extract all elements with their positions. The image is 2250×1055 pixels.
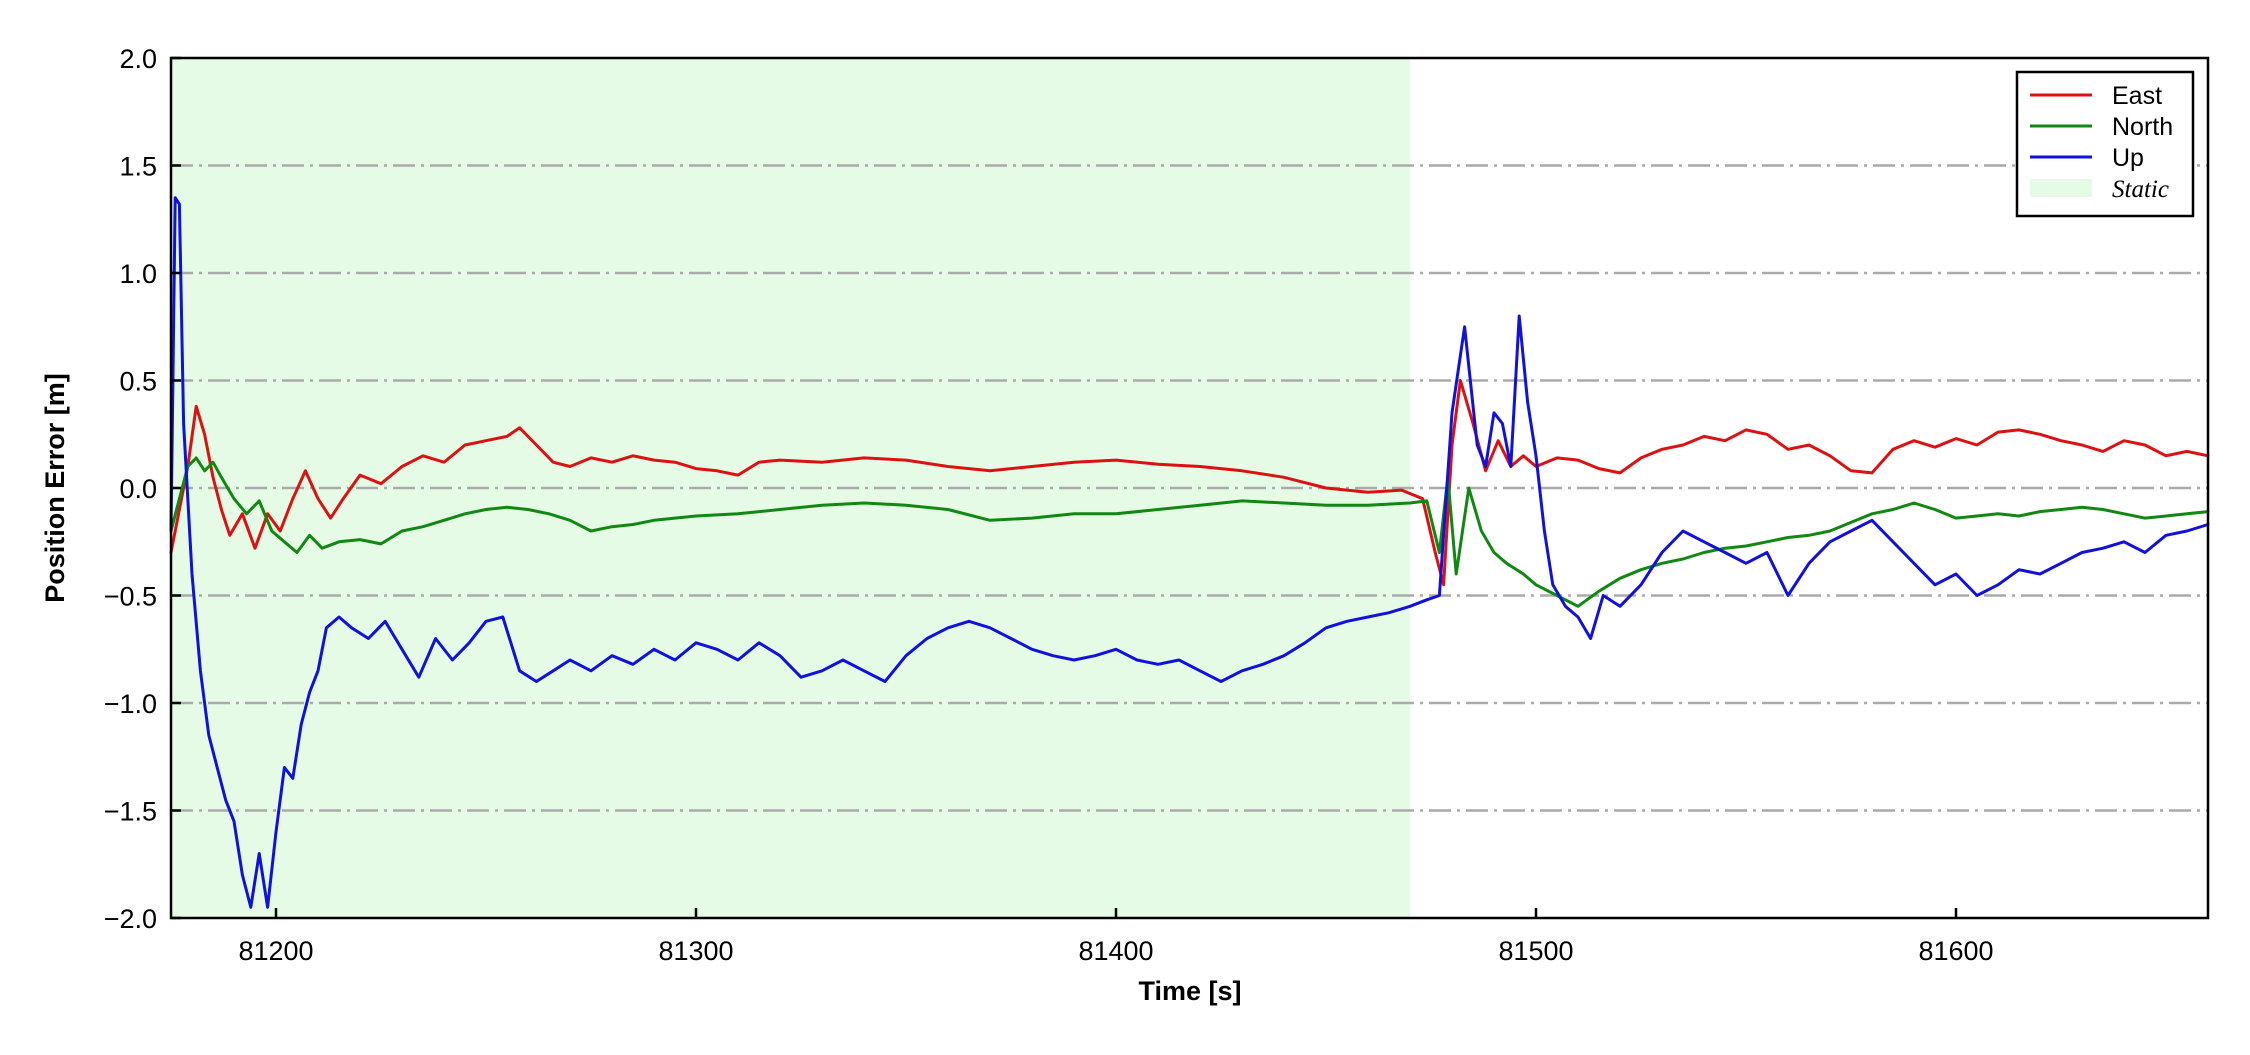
x-tick-label: 81600 [1918, 936, 1993, 966]
legend-label-east: East [2112, 82, 2162, 110]
legend: East North Up Static [2015, 70, 2195, 218]
series-line-up [169, 196, 2210, 909]
y-tick-label: −2.0 [104, 904, 157, 934]
legend-label-up: Up [2112, 144, 2144, 172]
x-tick-label: 81300 [658, 936, 733, 966]
y-tick-label: −0.5 [104, 582, 157, 612]
series-line-east [169, 379, 2210, 587]
y-tick-label: 1.0 [119, 259, 157, 289]
y-axis-title: Position Error [m] [40, 373, 70, 603]
y-tick-label: 0.5 [119, 367, 157, 397]
y-tick-label: 0.0 [119, 474, 157, 504]
x-tick-label: 81400 [1078, 936, 1153, 966]
series-line-north [169, 456, 2210, 608]
legend-label-north: North [2112, 113, 2173, 141]
x-axis-title: Time [s] [1138, 976, 1241, 1006]
x-tick-label: 81200 [238, 936, 313, 966]
legend-swatch-static [2030, 179, 2092, 197]
x-tick-label: 81500 [1498, 936, 1573, 966]
y-tick-label: 2.0 [119, 44, 157, 74]
y-tick-label: 1.5 [119, 152, 157, 182]
legend-label-static: Static [2112, 176, 2169, 203]
y-tick-label: −1.0 [104, 689, 157, 719]
y-tick-label: −1.5 [104, 797, 157, 827]
